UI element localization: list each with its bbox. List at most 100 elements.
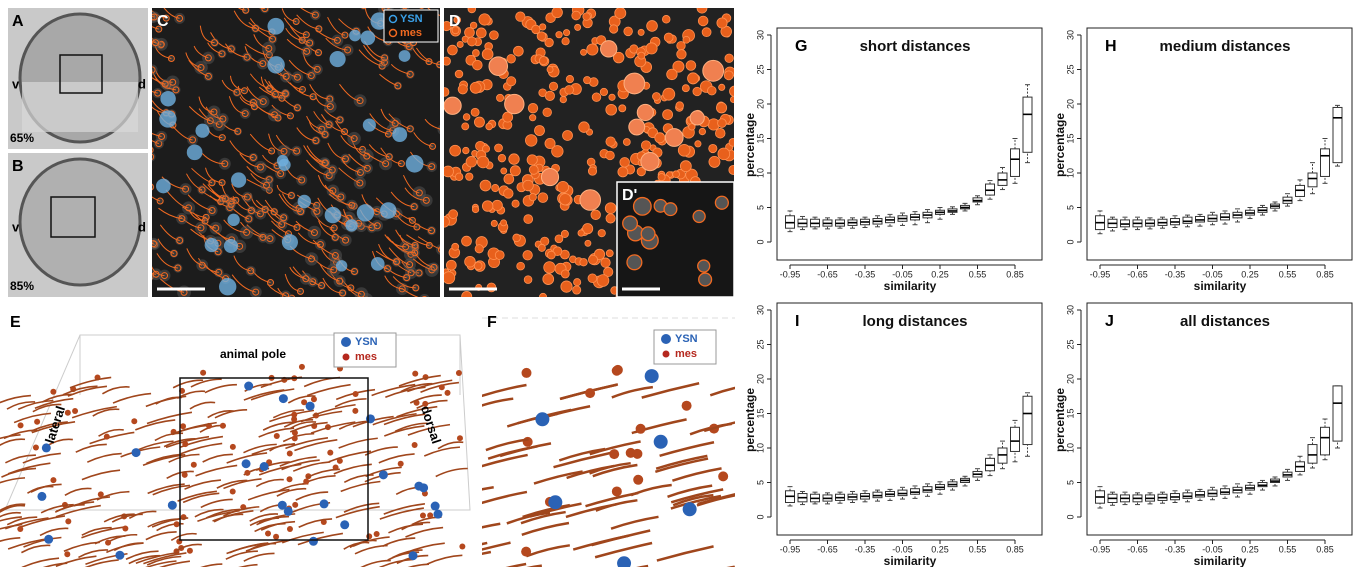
nucleus (582, 223, 594, 235)
nucleus (522, 250, 533, 261)
track (249, 73, 270, 90)
cell (167, 54, 175, 62)
track (308, 153, 333, 171)
ysn (488, 56, 509, 76)
track (482, 383, 527, 398)
track (250, 388, 295, 401)
ysn (664, 128, 684, 147)
track (152, 40, 156, 44)
nucleus (554, 234, 564, 244)
track (0, 477, 26, 484)
cell (286, 450, 293, 457)
nucleus (654, 132, 666, 144)
cell (351, 267, 359, 275)
cell (65, 518, 72, 525)
ysn (504, 93, 525, 115)
y-tick-label: 5 (1065, 480, 1075, 485)
track (401, 0, 422, 5)
track (394, 422, 428, 433)
track (283, 17, 307, 36)
nucleus (587, 273, 598, 284)
track (388, 523, 424, 534)
track (285, 437, 329, 450)
y-tick-label: 25 (1065, 339, 1075, 349)
nucleus (494, 250, 505, 260)
nucleus (511, 199, 520, 208)
nucleus (445, 259, 457, 271)
track (312, 239, 336, 257)
track (306, 115, 322, 130)
glow (400, 8, 410, 11)
track (233, 255, 251, 272)
nucleus (528, 164, 539, 175)
nucleus (537, 192, 549, 203)
track (154, 432, 184, 442)
track (158, 207, 182, 220)
cell (189, 136, 197, 144)
track (348, 153, 368, 169)
nucleus (605, 213, 616, 224)
track (223, 219, 247, 233)
cell (219, 115, 227, 123)
cell (344, 46, 352, 54)
cell (256, 210, 264, 218)
track (271, 220, 289, 235)
nucleus (444, 215, 450, 228)
nucleus (697, 259, 711, 273)
track (296, 127, 316, 142)
track (92, 408, 120, 417)
x-tick-label: 0.25 (931, 269, 949, 279)
cell (176, 236, 184, 244)
cell (259, 98, 267, 106)
glow (314, 239, 326, 251)
orientation-label: animal pole (220, 347, 286, 361)
track (21, 557, 60, 567)
track (565, 502, 618, 519)
cell (64, 409, 71, 416)
panel-label: H (1105, 38, 1117, 55)
glow (254, 160, 267, 174)
panel-label: I (795, 313, 799, 330)
cell (32, 444, 39, 451)
y-axis-label: percentage (743, 388, 757, 452)
track (328, 450, 372, 463)
nucleus (560, 269, 570, 279)
track (385, 0, 405, 6)
track (203, 262, 226, 280)
cell (197, 224, 205, 232)
track (239, 96, 255, 108)
nucleus (591, 92, 602, 102)
stage: 65% (10, 131, 34, 145)
track (525, 544, 570, 558)
track (146, 555, 182, 566)
track (319, 263, 340, 282)
track (147, 518, 180, 528)
nucleus (687, 72, 700, 85)
track (1, 467, 37, 478)
cell (64, 551, 71, 558)
track (282, 432, 315, 443)
track (23, 536, 62, 548)
track (272, 409, 305, 419)
track (152, 15, 155, 18)
ysn (37, 491, 47, 501)
nucleus (486, 282, 497, 293)
box (1320, 426, 1330, 456)
nucleus (580, 48, 587, 56)
nucleus (612, 51, 625, 64)
track (325, 37, 348, 51)
nucleus (522, 179, 534, 192)
track (84, 559, 119, 567)
track (334, 398, 367, 408)
box (1320, 148, 1330, 177)
track (401, 521, 431, 531)
track (437, 441, 464, 450)
y-tick-label: 20 (755, 374, 765, 384)
cell (211, 39, 219, 47)
cell (336, 116, 344, 124)
panel-label: J (1105, 313, 1114, 330)
nucleus (472, 49, 480, 57)
track (278, 193, 301, 213)
chart-title: short distances (860, 38, 971, 55)
